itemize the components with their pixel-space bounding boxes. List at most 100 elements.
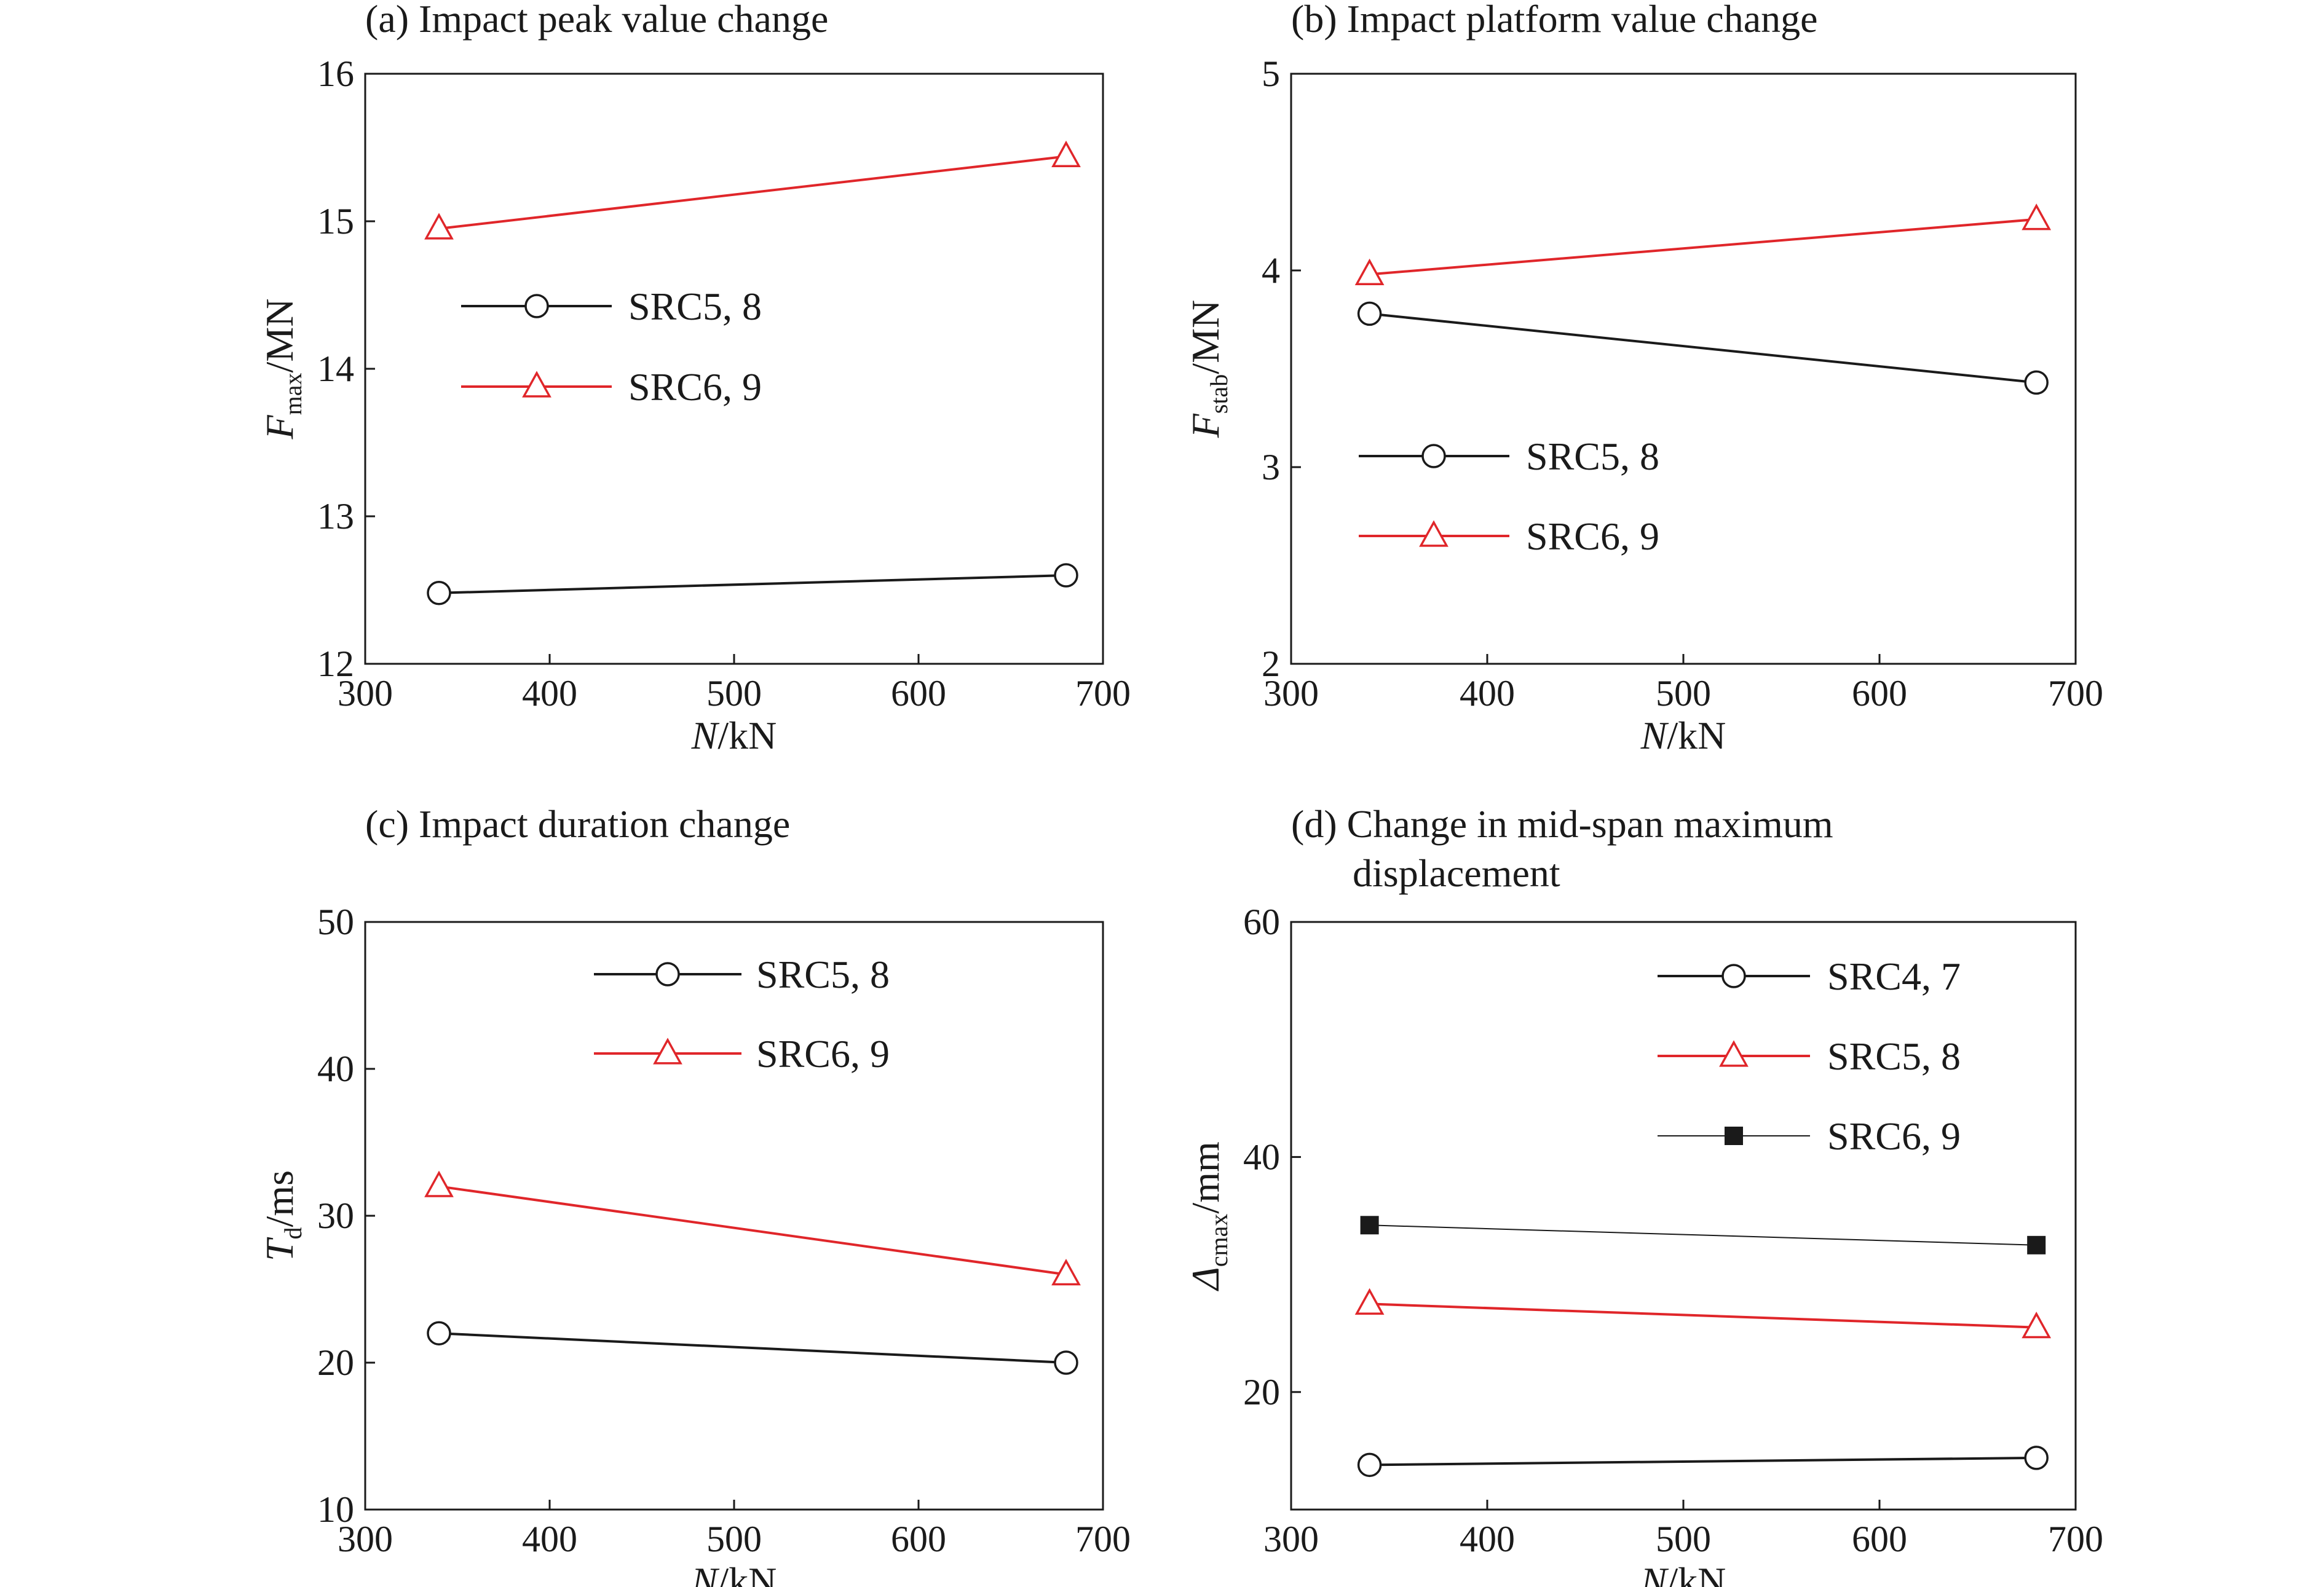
y-axis-label: Fstab/MN — [1184, 300, 1233, 438]
data-point — [1051, 140, 1081, 167]
y-axis-label-unit: /ms — [258, 1170, 301, 1227]
data-point — [2024, 1446, 2049, 1470]
data-point — [1054, 563, 1078, 588]
y-tick-label: 40 — [317, 1049, 354, 1089]
x-tick-label: 700 — [2048, 673, 2103, 714]
y-tick-label: 3 — [1262, 447, 1280, 487]
legend-marker — [1725, 1127, 1743, 1145]
x-tick-label: 700 — [1075, 1519, 1131, 1559]
series-2 — [1354, 203, 2052, 285]
series-1 — [1357, 1446, 2049, 1478]
legend-entry-3: SRC6, 9 — [1658, 1114, 1961, 1158]
x-tick-label: 300 — [338, 1519, 393, 1559]
x-tick-label: 600 — [1852, 673, 1907, 714]
legend-entry-1: SRC5, 8 — [1359, 435, 1659, 478]
chart-panel-d: (d) Change in mid-span maximum displaceme… — [1184, 802, 2103, 1587]
legend-marker — [653, 1038, 682, 1065]
x-tick-label: 500 — [706, 1519, 762, 1559]
series-2 — [424, 140, 1081, 240]
y-axis-label-var: Δ — [1184, 1267, 1227, 1292]
series-line — [438, 574, 1067, 594]
y-axis-label-var: T — [258, 1237, 301, 1261]
y-axis-label-subscript: cmax — [1205, 1214, 1233, 1267]
x-axis-label: N/kN — [1640, 1559, 1726, 1587]
data-point — [1354, 258, 1385, 285]
data-point — [424, 213, 454, 240]
y-tick-label: 2 — [1262, 644, 1280, 684]
series-line — [1369, 1456, 2037, 1467]
x-tick-label: 600 — [891, 1519, 946, 1559]
y-axis-label-unit: /MN — [1184, 300, 1227, 374]
y-tick-label: 40 — [1243, 1136, 1280, 1177]
series-line — [438, 1332, 1067, 1364]
x-tick-label: 300 — [1263, 1519, 1319, 1559]
series-line — [438, 155, 1067, 230]
y-axis-label-unit: /MN — [258, 299, 301, 373]
x-tick-label: 400 — [1460, 1519, 1515, 1559]
data-point — [1357, 301, 1382, 326]
chart-panel-c: (c) Impact duration change 300 400 500 600 70… — [258, 802, 1131, 1587]
x-tick-label: 500 — [706, 673, 762, 714]
x-tick-label: 500 — [1656, 1519, 1711, 1559]
legend-marker — [1419, 520, 1449, 547]
legend-entry-2: SRC5, 8 — [1658, 1034, 1961, 1078]
panel-title: (a) Impact peak value change — [365, 0, 828, 41]
y-axis-label: Td/ms — [258, 1170, 307, 1261]
x-tick-label: 400 — [522, 673, 577, 714]
series-line — [1369, 1302, 2037, 1329]
series-2 — [1354, 1288, 2052, 1339]
series-1 — [427, 563, 1078, 605]
y-axis-label-unit: /mm — [1184, 1141, 1227, 1213]
data-point — [2022, 203, 2052, 230]
plot-frame — [1290, 73, 2077, 665]
y-tick-label: 30 — [317, 1195, 354, 1236]
x-axis-label-var: N — [691, 714, 720, 757]
legend-label: SRC6, 9 — [628, 365, 762, 409]
y-axis-label: Fmax/MN — [258, 299, 307, 440]
y-tick-label: 50 — [317, 902, 354, 942]
legend-label: SRC6, 9 — [1827, 1114, 1961, 1158]
x-tick-label: 600 — [1852, 1519, 1907, 1559]
legend-label: SRC4, 7 — [1827, 955, 1961, 998]
x-tick-label: 600 — [891, 673, 946, 714]
series-line — [1369, 1224, 2037, 1246]
data-point — [1054, 1350, 1078, 1375]
legend-marker — [1421, 444, 1446, 468]
legend-entry-1: SRC4, 7 — [1658, 955, 1961, 998]
x-axis-label-unit: /kN — [717, 1559, 777, 1587]
data-point — [1354, 1288, 1385, 1315]
x-axis-label: N/kN — [691, 714, 777, 757]
x-tick-label: 300 — [338, 673, 393, 714]
y-axis-label-var: F — [258, 414, 301, 439]
legend-entry-1: SRC5, 8 — [594, 953, 890, 996]
y-tick-label: 20 — [317, 1342, 354, 1383]
x-axis-label-var: N — [691, 1559, 720, 1587]
y-tick-label: 16 — [317, 53, 354, 94]
y-tick-label: 13 — [317, 496, 354, 537]
plot-frame — [364, 921, 1104, 1511]
panel-title: (c) Impact duration change — [365, 802, 790, 846]
x-tick-label: 300 — [1263, 673, 1319, 714]
data-point — [2027, 1235, 2046, 1254]
y-tick-label: 12 — [317, 644, 354, 684]
x-tick-label: 400 — [522, 1519, 577, 1559]
data-point — [1357, 1452, 1382, 1478]
x-axis-label: N/kN — [1640, 714, 1726, 757]
y-axis-label-var: F — [1184, 413, 1227, 438]
legend-entry-2: SRC6, 9 — [461, 365, 762, 409]
y-axis-label-subscript: d — [279, 1227, 307, 1239]
series-1 — [427, 1321, 1078, 1375]
x-axis-label-unit: /kN — [717, 714, 777, 757]
legend-label: SRC6, 9 — [756, 1032, 890, 1076]
legend-label: SRC5, 8 — [756, 953, 890, 996]
series-1 — [1357, 301, 2049, 395]
series-line — [1369, 218, 2037, 276]
x-axis-label-var: N — [1640, 1559, 1669, 1587]
data-point — [1360, 1216, 1379, 1235]
panel-title-line2: displacement — [1353, 851, 1560, 895]
legend-entry-2: SRC6, 9 — [594, 1032, 890, 1076]
data-point — [2022, 1312, 2052, 1339]
x-axis-label-unit: /kN — [1667, 1559, 1726, 1587]
series-line — [1369, 312, 2037, 384]
legend-entry-2: SRC6, 9 — [1359, 514, 1659, 558]
